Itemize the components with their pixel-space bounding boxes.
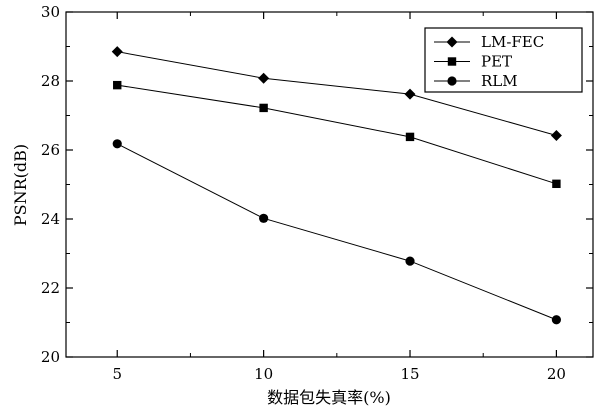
series-line-lm-fec	[117, 51, 557, 136]
data-point-lm-fec	[550, 130, 562, 142]
y-axis-title: PSNR(dB)	[11, 144, 30, 226]
data-point-pet	[259, 103, 268, 113]
legend-marker-rlm	[447, 76, 457, 86]
data-point-pet	[405, 132, 415, 142]
data-point-lm-fec	[111, 46, 123, 58]
x-tick-label: 5	[112, 365, 122, 383]
legend-label-rlm: RLM	[481, 72, 518, 90]
data-point-pet	[113, 80, 122, 90]
series-line-rlm	[117, 143, 557, 321]
data-point-rlm	[112, 139, 122, 149]
legend-marker-pet	[447, 57, 457, 66]
x-tick-label: 20	[547, 365, 566, 383]
x-tick-label: 10	[254, 365, 273, 383]
x-axis-title: 数据包失真率(%)	[267, 388, 391, 407]
y-tick-label: 30	[41, 3, 60, 21]
legend-label-lm-fec: LM-FEC	[481, 33, 544, 51]
y-tick-label: 28	[41, 72, 60, 90]
legend-label-pet: PET	[481, 53, 512, 71]
y-tick-label: 24	[41, 210, 60, 228]
data-point-pet	[552, 179, 561, 189]
data-point-rlm	[551, 315, 562, 325]
legend-marker-lm-fec	[446, 36, 458, 48]
y-tick-label: 26	[41, 141, 60, 159]
data-point-rlm	[405, 256, 415, 266]
y-tick-label: 22	[41, 279, 60, 297]
series-line-pet	[117, 84, 557, 185]
data-point-lm-fec	[258, 72, 270, 84]
data-point-lm-fec	[404, 88, 416, 100]
x-tick-label: 15	[400, 365, 419, 383]
y-tick-label: 20	[41, 348, 60, 366]
data-point-rlm	[259, 213, 269, 223]
